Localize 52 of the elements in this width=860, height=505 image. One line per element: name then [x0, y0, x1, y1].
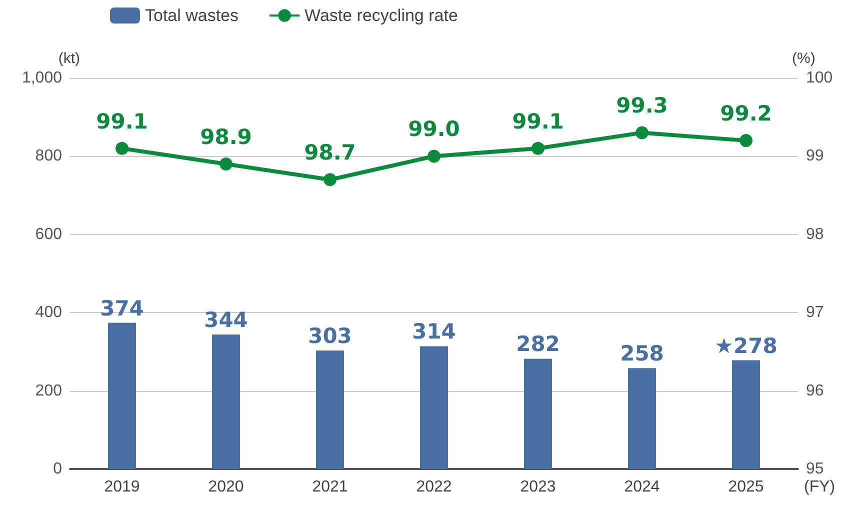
point	[116, 142, 128, 155]
x-tick-label: 2023	[520, 478, 556, 496]
bar	[108, 322, 136, 469]
data-label: 99.1	[512, 109, 564, 134]
bar	[628, 368, 656, 469]
y-axis-title: (kt)	[58, 50, 80, 67]
y2-tick-label: 97	[806, 304, 824, 322]
y2-tick-label: 99	[806, 148, 824, 165]
point	[220, 158, 232, 171]
y2-axis-title: (%)	[792, 50, 816, 67]
legend-label: Waste recycling rate	[304, 6, 458, 25]
data-label: 98.7	[304, 140, 356, 165]
x-tick-label: 2020	[208, 478, 244, 496]
data-label: 374	[100, 296, 144, 320]
point	[636, 126, 648, 140]
y-tick-label: 0	[53, 460, 62, 478]
x-tick-label: 2025	[728, 478, 764, 496]
y-tick-label: 1,000	[22, 70, 62, 86]
data-label: 314	[412, 320, 456, 344]
y2-tick-label: 98	[806, 226, 824, 243]
y-tick-label: 400	[35, 304, 62, 322]
x-axis-title: (FY)	[804, 478, 836, 496]
y-tick-label: 800	[35, 148, 62, 165]
x-tick-label: 2021	[312, 478, 348, 496]
bar	[524, 358, 552, 469]
y2-tick-label: 96	[806, 382, 824, 400]
data-label: ★278	[714, 334, 778, 358]
data-label: 99.2	[720, 102, 772, 126]
y-tick-label: 600	[35, 226, 62, 243]
point	[740, 134, 752, 148]
x-tick-label: 2024	[624, 478, 660, 496]
point	[532, 142, 544, 155]
bar	[732, 360, 760, 469]
bar	[420, 346, 448, 469]
data-label: 344	[204, 308, 248, 332]
point	[324, 173, 336, 186]
bar	[212, 334, 240, 469]
point	[428, 150, 440, 163]
data-label: 282	[516, 332, 560, 356]
data-label: 99.3	[616, 94, 668, 118]
bar	[316, 350, 344, 469]
y2-tick-label: 95	[806, 460, 824, 478]
data-label: 99.1	[96, 109, 148, 134]
x-tick-label: 2022	[416, 478, 452, 496]
data-label: 258	[620, 342, 664, 366]
y2-tick-label: 100	[806, 70, 833, 86]
y-tick-label: 200	[35, 382, 62, 400]
x-tick-label: 2019	[104, 478, 140, 496]
data-label: 99.0	[408, 117, 460, 142]
legend-label: Total wastes	[145, 6, 239, 25]
data-label: 303	[308, 324, 352, 348]
data-label: 98.9	[200, 125, 252, 150]
